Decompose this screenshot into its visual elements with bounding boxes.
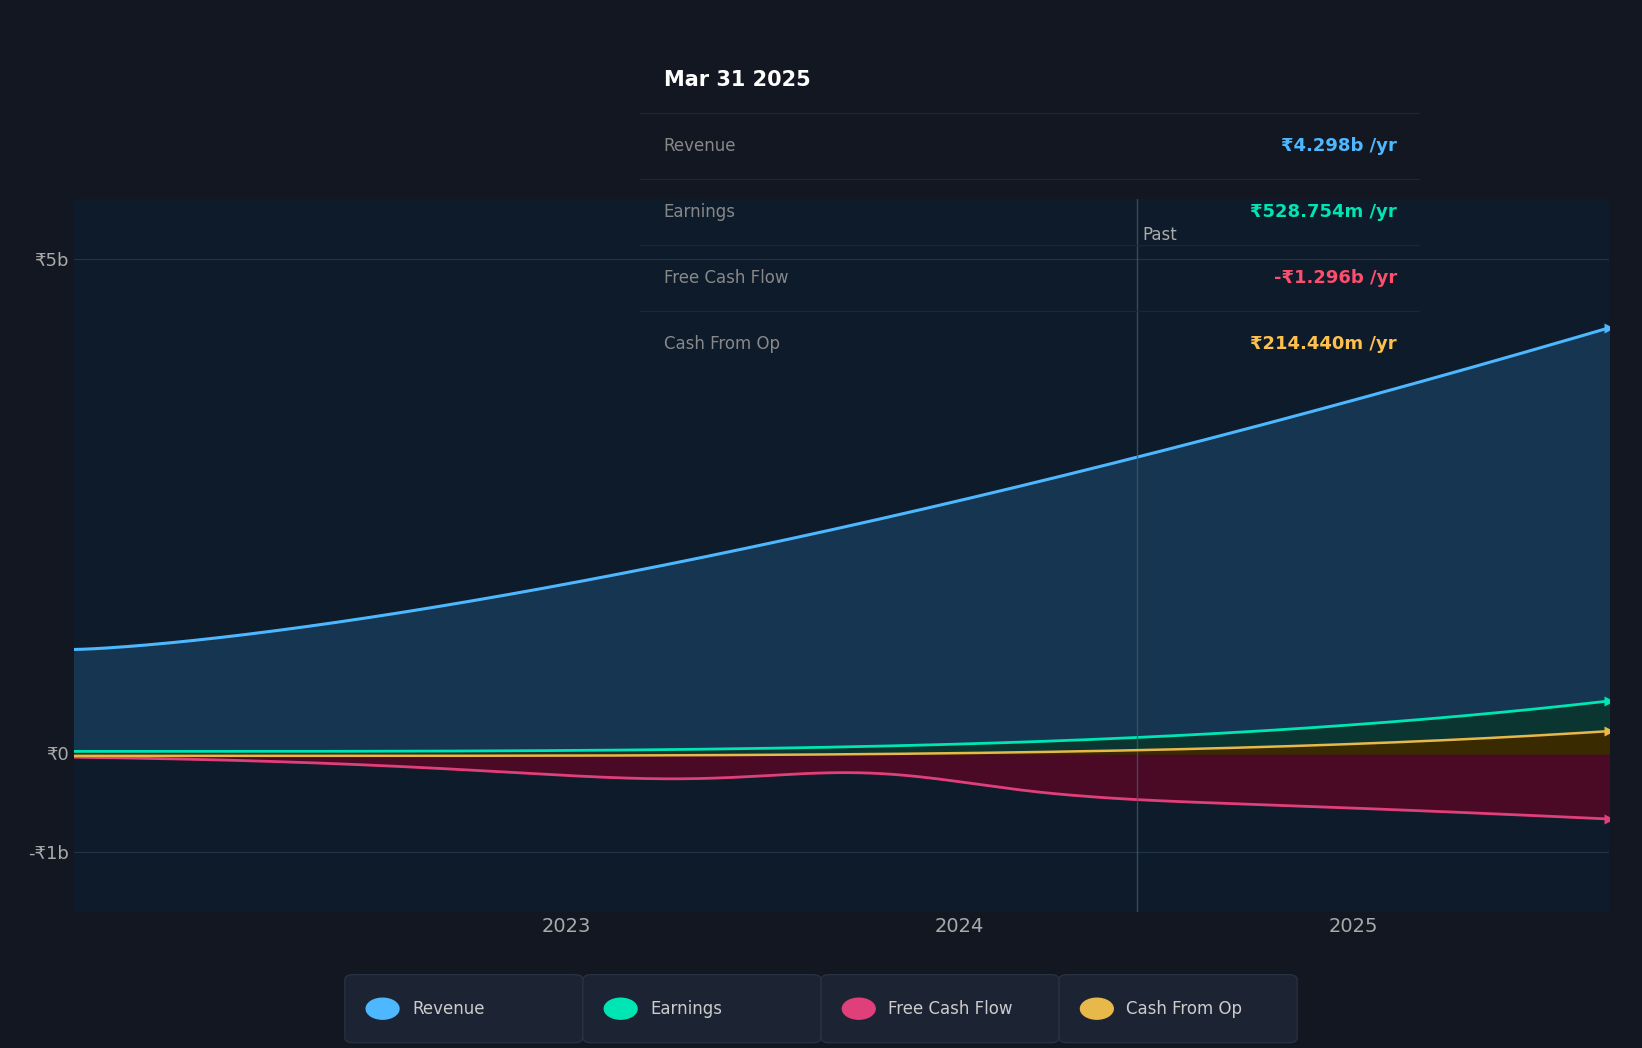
Text: ₹4.298b /yr: ₹4.298b /yr bbox=[1281, 137, 1397, 155]
Text: Free Cash Flow: Free Cash Flow bbox=[663, 269, 788, 287]
Text: ₹528.754m /yr: ₹528.754m /yr bbox=[1250, 203, 1397, 221]
Text: Free Cash Flow: Free Cash Flow bbox=[888, 1000, 1013, 1018]
Text: ₹214.440m /yr: ₹214.440m /yr bbox=[1250, 335, 1397, 353]
Text: Earnings: Earnings bbox=[650, 1000, 722, 1018]
Text: Earnings: Earnings bbox=[663, 203, 736, 221]
Text: Revenue: Revenue bbox=[663, 137, 736, 155]
Text: Mar 31 2025: Mar 31 2025 bbox=[663, 70, 811, 90]
Text: -₹1.296b /yr: -₹1.296b /yr bbox=[1274, 269, 1397, 287]
Text: Cash From Op: Cash From Op bbox=[1126, 1000, 1243, 1018]
Text: Past: Past bbox=[1143, 225, 1177, 244]
Text: Revenue: Revenue bbox=[412, 1000, 484, 1018]
Text: Cash From Op: Cash From Op bbox=[663, 335, 780, 353]
